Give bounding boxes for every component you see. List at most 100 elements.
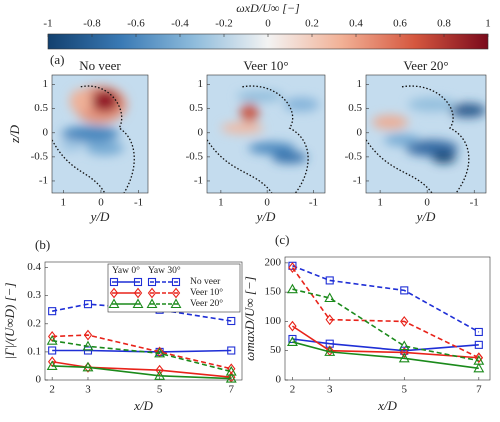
marker <box>48 346 57 355</box>
marker <box>400 347 409 358</box>
marker <box>171 287 181 299</box>
heatmap <box>366 75 486 193</box>
y-tick-label: 0.5 <box>348 102 362 114</box>
marker <box>398 340 410 351</box>
legend-header: Yaw 30° <box>148 265 181 276</box>
marker <box>398 352 410 363</box>
x-tick-label: -1 <box>134 197 143 209</box>
x-axis-label: x/D <box>377 398 397 413</box>
vortex-blob <box>432 151 456 164</box>
colorbar-tick-label: 0.4 <box>349 18 363 30</box>
colorbar-tick-label: 1 <box>485 18 491 30</box>
vortex-blob <box>61 125 120 143</box>
marker <box>225 365 237 376</box>
marker <box>473 355 485 365</box>
x-tick-label: 2 <box>49 384 55 396</box>
vortex-blob <box>450 103 486 118</box>
marker <box>133 277 143 287</box>
heatmap <box>52 75 148 193</box>
x-tick-label: 3 <box>327 384 333 396</box>
plot-frame <box>206 74 326 194</box>
wake-contour <box>52 85 135 193</box>
colorbar-tick-label: -0.8 <box>83 18 101 30</box>
x-axis-label: x/D <box>133 398 153 413</box>
marker <box>83 361 93 373</box>
y-tick-label: 1 <box>357 78 363 90</box>
marker <box>324 292 336 303</box>
y-tick-label: 0 <box>36 374 42 386</box>
wake-contour <box>207 85 309 193</box>
marker <box>170 298 182 309</box>
marker <box>147 287 157 299</box>
colorbar-tick-label: 0.8 <box>437 18 451 30</box>
colorbar-tick-label: -0.4 <box>171 18 189 30</box>
x-tick-label: 0 <box>264 197 270 209</box>
x-tick-label: -1 <box>309 197 318 209</box>
x-tick-label: 0 <box>424 197 430 209</box>
colorbar-tick-label: 0 <box>265 18 271 30</box>
marker <box>287 336 298 346</box>
legend-label: Veer 10° <box>190 287 223 298</box>
vortex-blob <box>240 103 259 123</box>
heatmap <box>207 75 325 193</box>
marker <box>133 287 143 299</box>
vortex-blob <box>85 141 125 156</box>
panel-label: (b) <box>35 237 50 252</box>
vortex-blob <box>221 122 264 134</box>
y-tick-label: 1 <box>198 78 204 90</box>
x-tick-label: 1 <box>61 197 67 209</box>
marker <box>132 298 144 309</box>
vortex-blob <box>69 89 93 113</box>
x-tick-label: 7 <box>229 384 235 396</box>
marker <box>46 360 58 371</box>
series-line <box>292 265 480 333</box>
wake-contour <box>366 85 470 193</box>
vortex-blob <box>408 97 456 112</box>
vortex-blob <box>59 139 83 152</box>
x-axis-label: y/D <box>415 209 436 224</box>
marker <box>287 283 298 294</box>
marker <box>227 363 236 375</box>
colorbar-tick-label: -1 <box>43 18 52 30</box>
y-tick-label: -1 <box>39 174 48 186</box>
marker <box>474 340 483 349</box>
series-line <box>52 365 232 380</box>
x-tick-label: -1 <box>470 197 479 209</box>
y-tick-label: -1 <box>353 174 362 186</box>
colorbar-tick-label: -0.2 <box>215 18 232 30</box>
vortex-blob <box>236 90 284 103</box>
marker <box>474 352 484 364</box>
marker <box>400 316 409 327</box>
marker <box>288 320 297 332</box>
heatmap-field <box>59 85 127 156</box>
y-tick-label: 100 <box>265 315 282 327</box>
y-axis-label: z/D <box>7 124 22 144</box>
marker <box>325 276 334 285</box>
y-tick-label: -0.5 <box>31 150 49 162</box>
x-tick-label: 7 <box>476 384 482 396</box>
x-tick-label: 1 <box>218 197 224 209</box>
y-tick-label: 0.2 <box>27 317 41 329</box>
x-axis-label: y/D <box>255 209 276 224</box>
y-tick-label: 1 <box>43 78 49 90</box>
vortex-blob <box>283 97 320 112</box>
plot-frame <box>365 74 487 194</box>
vortex-blob <box>271 151 308 164</box>
x-tick-label: 1 <box>377 197 383 209</box>
marker <box>108 298 120 309</box>
marker <box>227 346 236 355</box>
series-line <box>52 339 232 373</box>
colorbar-tick-label: -0.6 <box>127 18 145 30</box>
vortex-blob <box>91 90 119 112</box>
colorbar-tick-label: 0.6 <box>393 18 407 30</box>
series-line <box>292 288 479 362</box>
y-tick-label: 0.4 <box>27 261 41 273</box>
marker <box>474 327 483 337</box>
marker <box>400 286 409 295</box>
marker <box>83 300 93 309</box>
y-tick-label: -1 <box>194 174 203 186</box>
vortex-blob <box>372 115 408 130</box>
y-tick-label: 0 <box>198 126 204 138</box>
y-tick-label: 0.5 <box>34 102 48 114</box>
